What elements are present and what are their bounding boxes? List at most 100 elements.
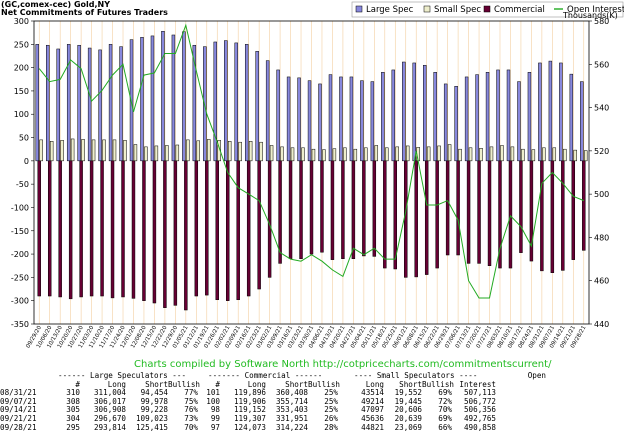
commercial-bar	[58, 160, 62, 298]
small-spec-bar	[39, 139, 43, 162]
large-spec-bar	[454, 86, 458, 162]
large-spec-bar	[255, 51, 259, 162]
large-spec-bar	[265, 60, 270, 162]
small-spec-bar	[447, 144, 452, 162]
group-commercial: ------- Commercial ------	[208, 371, 323, 380]
small-spec-bar	[405, 145, 410, 162]
commercial-bar	[278, 160, 282, 264]
small-spec-bar	[227, 141, 232, 162]
small-spec-bar	[542, 147, 546, 162]
small-spec-bar	[332, 148, 337, 162]
commercial-bar	[571, 160, 576, 260]
large-spec-bar	[98, 49, 102, 162]
column-header: Bullish	[308, 379, 341, 389]
commercial-bar	[163, 160, 167, 308]
left-tick-label: 200	[14, 64, 29, 73]
commercial-bar	[487, 160, 492, 266]
commercial-bar	[37, 160, 41, 297]
small-spec-bar	[552, 147, 557, 162]
table-cell: 19,445	[394, 396, 422, 406]
table-cell: 296,670	[93, 413, 126, 423]
small-spec-bar	[353, 148, 358, 162]
commercial-bar	[47, 160, 52, 297]
large-spec-bar	[286, 76, 291, 162]
small-spec-bar	[248, 141, 253, 162]
commercial-bar	[257, 160, 261, 290]
commercial-bar	[519, 160, 523, 253]
large-spec-bar	[391, 69, 396, 162]
table-cell: 76%	[184, 405, 198, 415]
large-spec-bar	[276, 69, 280, 162]
group-small: ---- Small Speculators ----	[354, 371, 478, 380]
column-header: Short	[285, 379, 308, 389]
left-tick-label: 100	[14, 110, 29, 119]
table-cell: 75%	[184, 396, 198, 406]
table-row: 09/14/21 305 306,908 99,228 76% 98 119,152 353,…	[0, 406, 624, 415]
small-spec-bar	[123, 140, 127, 162]
plot-area: -350 -300 -250 -200 -150 -100 -50 0 50 100 150 200 2…	[11, 17, 609, 349]
large-spec-bar	[464, 76, 469, 162]
small-spec-bar	[144, 146, 148, 162]
chart-credit: Charts compiled by Software North http:/…	[134, 359, 552, 370]
legend-label: Large Spec	[366, 5, 414, 15]
commercial-bar	[477, 160, 481, 264]
table-cell: 507,113	[463, 388, 496, 398]
small-spec-bar	[395, 146, 399, 162]
large-spec-bar	[433, 72, 437, 162]
commercial-bar	[550, 160, 555, 273]
table-cell: 99,228	[140, 405, 168, 415]
left-tick-label: 150	[14, 87, 29, 96]
commercial-bar	[341, 160, 345, 259]
large-spec-bar	[56, 48, 60, 162]
large-spec-bar	[46, 44, 50, 162]
column-header: Interest	[459, 379, 496, 389]
left-tick-label: -100	[11, 203, 29, 212]
table-cell: 119,906	[233, 396, 266, 406]
large-spec-bar	[328, 74, 333, 162]
table-cell: 09/21/21	[0, 413, 37, 423]
commercial-bar	[561, 160, 565, 271]
table-cell: 492,765	[463, 413, 496, 423]
left-tick-label: -50	[16, 180, 29, 189]
small-spec-bar	[207, 139, 211, 162]
commercial-bar	[299, 160, 303, 259]
table-cell: 66%	[438, 422, 452, 432]
small-spec-bar	[133, 144, 138, 162]
left-tick-label: -200	[11, 250, 29, 259]
table-cell: 19,552	[394, 388, 422, 398]
column-header: Bullish	[168, 379, 201, 389]
table-cell: 49214	[361, 396, 384, 406]
large-spec-bar	[129, 39, 134, 162]
large-spec-bar	[318, 83, 322, 162]
large-spec-bar	[213, 41, 218, 162]
small-spec-bar	[426, 146, 431, 162]
table-cell: 353,403	[275, 405, 308, 415]
left-tick-label: -300	[11, 297, 29, 306]
small-spec-bar	[81, 139, 85, 162]
table-row: 09/07/21 308 306,017 99,978 75% 100 119,906 355…	[0, 396, 624, 407]
small-spec-bar	[259, 141, 263, 162]
small-spec-bar	[510, 146, 515, 162]
commercial-bar	[121, 160, 125, 298]
small-spec-bar	[531, 149, 536, 162]
table-cell: 20,639	[394, 413, 422, 423]
table-cell: 125,415	[135, 422, 168, 432]
right-tick-label: 560	[594, 60, 609, 69]
commercial-bar	[582, 160, 586, 251]
commercial-bar	[529, 160, 534, 262]
commercial-bar	[131, 160, 136, 299]
table-cell: 69%	[438, 413, 452, 423]
large-spec-bar	[171, 34, 176, 162]
table-cell: 70%	[184, 422, 198, 432]
table-group-header: ------ Large Speculators --- ------- Comm…	[0, 371, 624, 381]
table-row: 09/28/21 295 293,814 125,415 70% 97 124,073 314…	[0, 422, 624, 433]
legend-label: Open Interest	[567, 5, 624, 15]
commercial-bar	[351, 160, 356, 259]
table-cell: 99	[210, 413, 220, 423]
table-body: 08/31/21 310 311,004 94,454 77% 101 119,896 360…	[0, 389, 624, 432]
table-cell: 94,454	[140, 388, 168, 398]
table-cell: 73%	[184, 413, 198, 423]
commercial-bar	[414, 160, 418, 278]
small-spec-bar	[102, 139, 106, 162]
right-tick-label: 460	[594, 277, 609, 286]
